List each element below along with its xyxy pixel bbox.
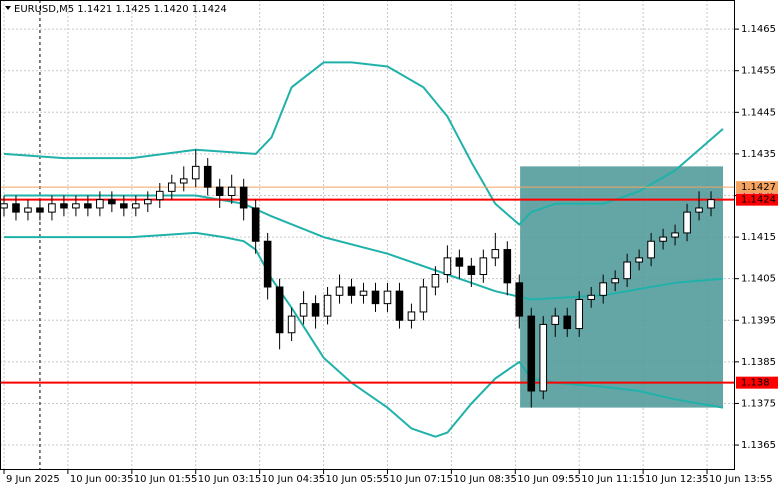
candle-body: [24, 207, 32, 213]
candle-body: [179, 178, 188, 184]
y-tick-label: 1.1405: [741, 274, 776, 285]
candle-body: [251, 207, 260, 242]
candle-body: [203, 165, 212, 188]
candle-body: [563, 315, 572, 330]
candle-body: [347, 286, 356, 296]
x-tick-label: 10 Jun 13:55: [709, 474, 773, 485]
candle-body: [299, 303, 308, 317]
y-tick-label: 1.1465: [741, 24, 776, 35]
candle-body: [12, 203, 20, 213]
candle-body: [503, 249, 512, 284]
zone-layer: [520, 166, 724, 408]
candle-body: [479, 257, 488, 276]
candle-body: [359, 290, 368, 296]
candle-body: [120, 203, 128, 209]
candle-body: [335, 286, 344, 296]
x-tick-label: 10 Jun 09:55: [517, 474, 581, 485]
candle-body: [167, 182, 176, 192]
y-tick-label: 1.1365: [741, 440, 776, 451]
price-tag: [736, 181, 778, 194]
candle-body: [443, 257, 452, 276]
candle-body: [707, 199, 715, 209]
candle-body: [431, 274, 440, 288]
x-tick-label: 9 Jun 2025: [6, 474, 60, 485]
candle-body: [275, 286, 284, 334]
y-tick-label: 1.1415: [741, 232, 776, 243]
candle-body: [48, 203, 56, 213]
candle-body: [311, 303, 320, 317]
candle-body: [395, 290, 404, 321]
candle-body: [575, 298, 584, 330]
candle-body: [227, 186, 236, 196]
price-tag: [736, 376, 778, 389]
chart-title: EURUSD,M5 1.1421 1.1425 1.1420 1.1424: [14, 4, 227, 15]
candle-body: [263, 240, 272, 288]
y-tick-label: 1.1455: [741, 66, 776, 77]
line-layer: [0, 61, 735, 438]
candle-body: [491, 249, 500, 259]
candle-body: [683, 211, 691, 234]
candle-body: [455, 257, 464, 267]
y-tick-label: 1.1375: [741, 398, 776, 409]
x-tick-label: 10 Jun 00:35: [70, 474, 134, 485]
candle-body: [635, 257, 643, 263]
candle-body: [155, 190, 164, 201]
candle-body: [96, 199, 104, 209]
candle-body: [239, 186, 248, 209]
x-tick-label: 10 Jun 12:35: [645, 474, 709, 485]
y-tick-label: 1.1395: [741, 315, 776, 326]
zone: [520, 166, 724, 408]
candle-body: [551, 315, 560, 325]
candle-body: [84, 203, 92, 209]
candle-body: [647, 240, 655, 259]
x-tick-label: 10 Jun 05:55: [326, 474, 390, 485]
candle-body: [587, 294, 595, 300]
candle-body: [132, 203, 140, 209]
plot-frame: [0, 0, 735, 470]
x-tick-label: 10 Jun 01:55: [134, 474, 198, 485]
x-tick-label: 10 Jun 07:15: [389, 474, 453, 485]
candle-body: [287, 315, 296, 334]
price-tag-label: 1.1427: [741, 182, 776, 193]
band-line: [3, 61, 724, 226]
candle-body: [671, 232, 679, 238]
candle-body: [611, 278, 619, 284]
candle-body: [383, 290, 392, 305]
candle-body: [467, 265, 476, 276]
candle-body: [323, 294, 332, 317]
candle-body: [419, 286, 428, 313]
y-tick-label: 1.1385: [741, 357, 776, 368]
candle-body: [539, 323, 548, 392]
candle-body: [623, 261, 631, 280]
candle-body: [527, 315, 536, 392]
candle-body: [191, 165, 200, 180]
x-tick-label: 10 Jun 03:15: [198, 474, 262, 485]
candle-body: [407, 311, 416, 321]
candle-body: [371, 290, 380, 305]
candle-body: [36, 207, 44, 213]
x-tick-label: 10 Jun 11:15: [581, 474, 645, 485]
x-tick-label: 10 Jun 04:35: [262, 474, 326, 485]
candle-body: [0, 203, 8, 209]
y-tick-label: 1.1435: [741, 149, 776, 160]
candle-body: [215, 186, 224, 196]
candle-body: [599, 282, 607, 296]
candle-body: [659, 236, 667, 242]
candle-layer: [0, 149, 715, 408]
price-tag: [736, 193, 778, 206]
candle-body: [695, 207, 703, 213]
candle-body: [108, 199, 116, 205]
x-tick-label: 10 Jun 08:35: [453, 474, 517, 485]
price-tag-label: 1.1424: [741, 195, 776, 206]
candle-body: [144, 199, 152, 205]
y-tick-label: 1.1445: [741, 107, 776, 118]
candle-body: [60, 203, 68, 209]
title-icon: [5, 6, 11, 10]
price-tag-label: 1.138: [741, 378, 770, 389]
candle-body: [515, 282, 524, 317]
candle-body: [72, 203, 80, 209]
